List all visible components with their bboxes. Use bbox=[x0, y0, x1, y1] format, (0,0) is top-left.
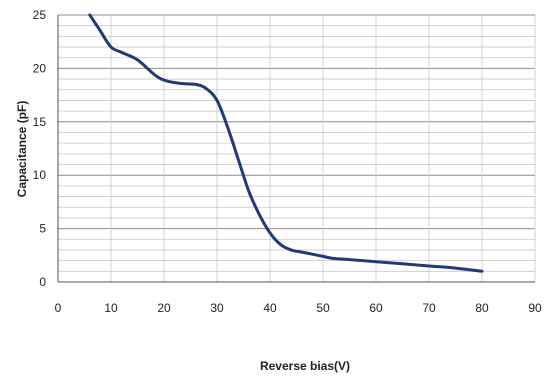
y-tick-label: 20 bbox=[33, 61, 47, 75]
y-tick-label: 0 bbox=[39, 275, 46, 289]
capacitance-series-line bbox=[88, 13, 484, 273]
y-tick-label: 5 bbox=[39, 222, 46, 236]
x-tick-label: 70 bbox=[422, 301, 436, 315]
x-tick-label: 10 bbox=[104, 301, 118, 315]
x-tick-label: 40 bbox=[263, 301, 277, 315]
x-tick-label: 0 bbox=[55, 301, 62, 315]
data-series bbox=[88, 13, 484, 273]
x-tick-label: 20 bbox=[157, 301, 171, 315]
x-axis-title: Reverse bias(V) bbox=[260, 359, 350, 373]
y-axis-title: Capacitance (pF) bbox=[15, 101, 29, 198]
x-tick-label: 30 bbox=[210, 301, 224, 315]
y-tick-label: 25 bbox=[33, 8, 47, 22]
axes bbox=[57, 15, 535, 283]
y-tick-labels: 0 5 10 15 20 25 bbox=[33, 8, 47, 289]
grid-lines bbox=[57, 14, 536, 283]
x-tick-label: 60 bbox=[369, 301, 383, 315]
x-tick-labels: 0 10 20 30 40 50 60 70 80 90 bbox=[55, 301, 542, 315]
y-tick-label: 15 bbox=[33, 115, 47, 129]
x-tick-label: 50 bbox=[316, 301, 330, 315]
x-tick-label: 90 bbox=[528, 301, 542, 315]
y-tick-label: 10 bbox=[33, 168, 47, 182]
x-tick-label: 80 bbox=[475, 301, 489, 315]
